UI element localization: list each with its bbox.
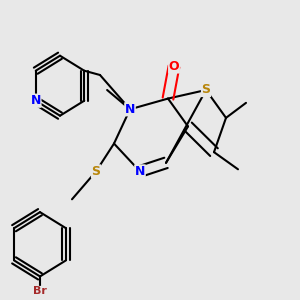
Text: S: S [92, 165, 100, 178]
Text: S: S [202, 83, 211, 97]
Text: O: O [169, 60, 179, 73]
Text: Br: Br [33, 286, 47, 296]
Text: N: N [125, 103, 135, 116]
Text: N: N [31, 94, 41, 107]
Text: N: N [135, 165, 145, 178]
